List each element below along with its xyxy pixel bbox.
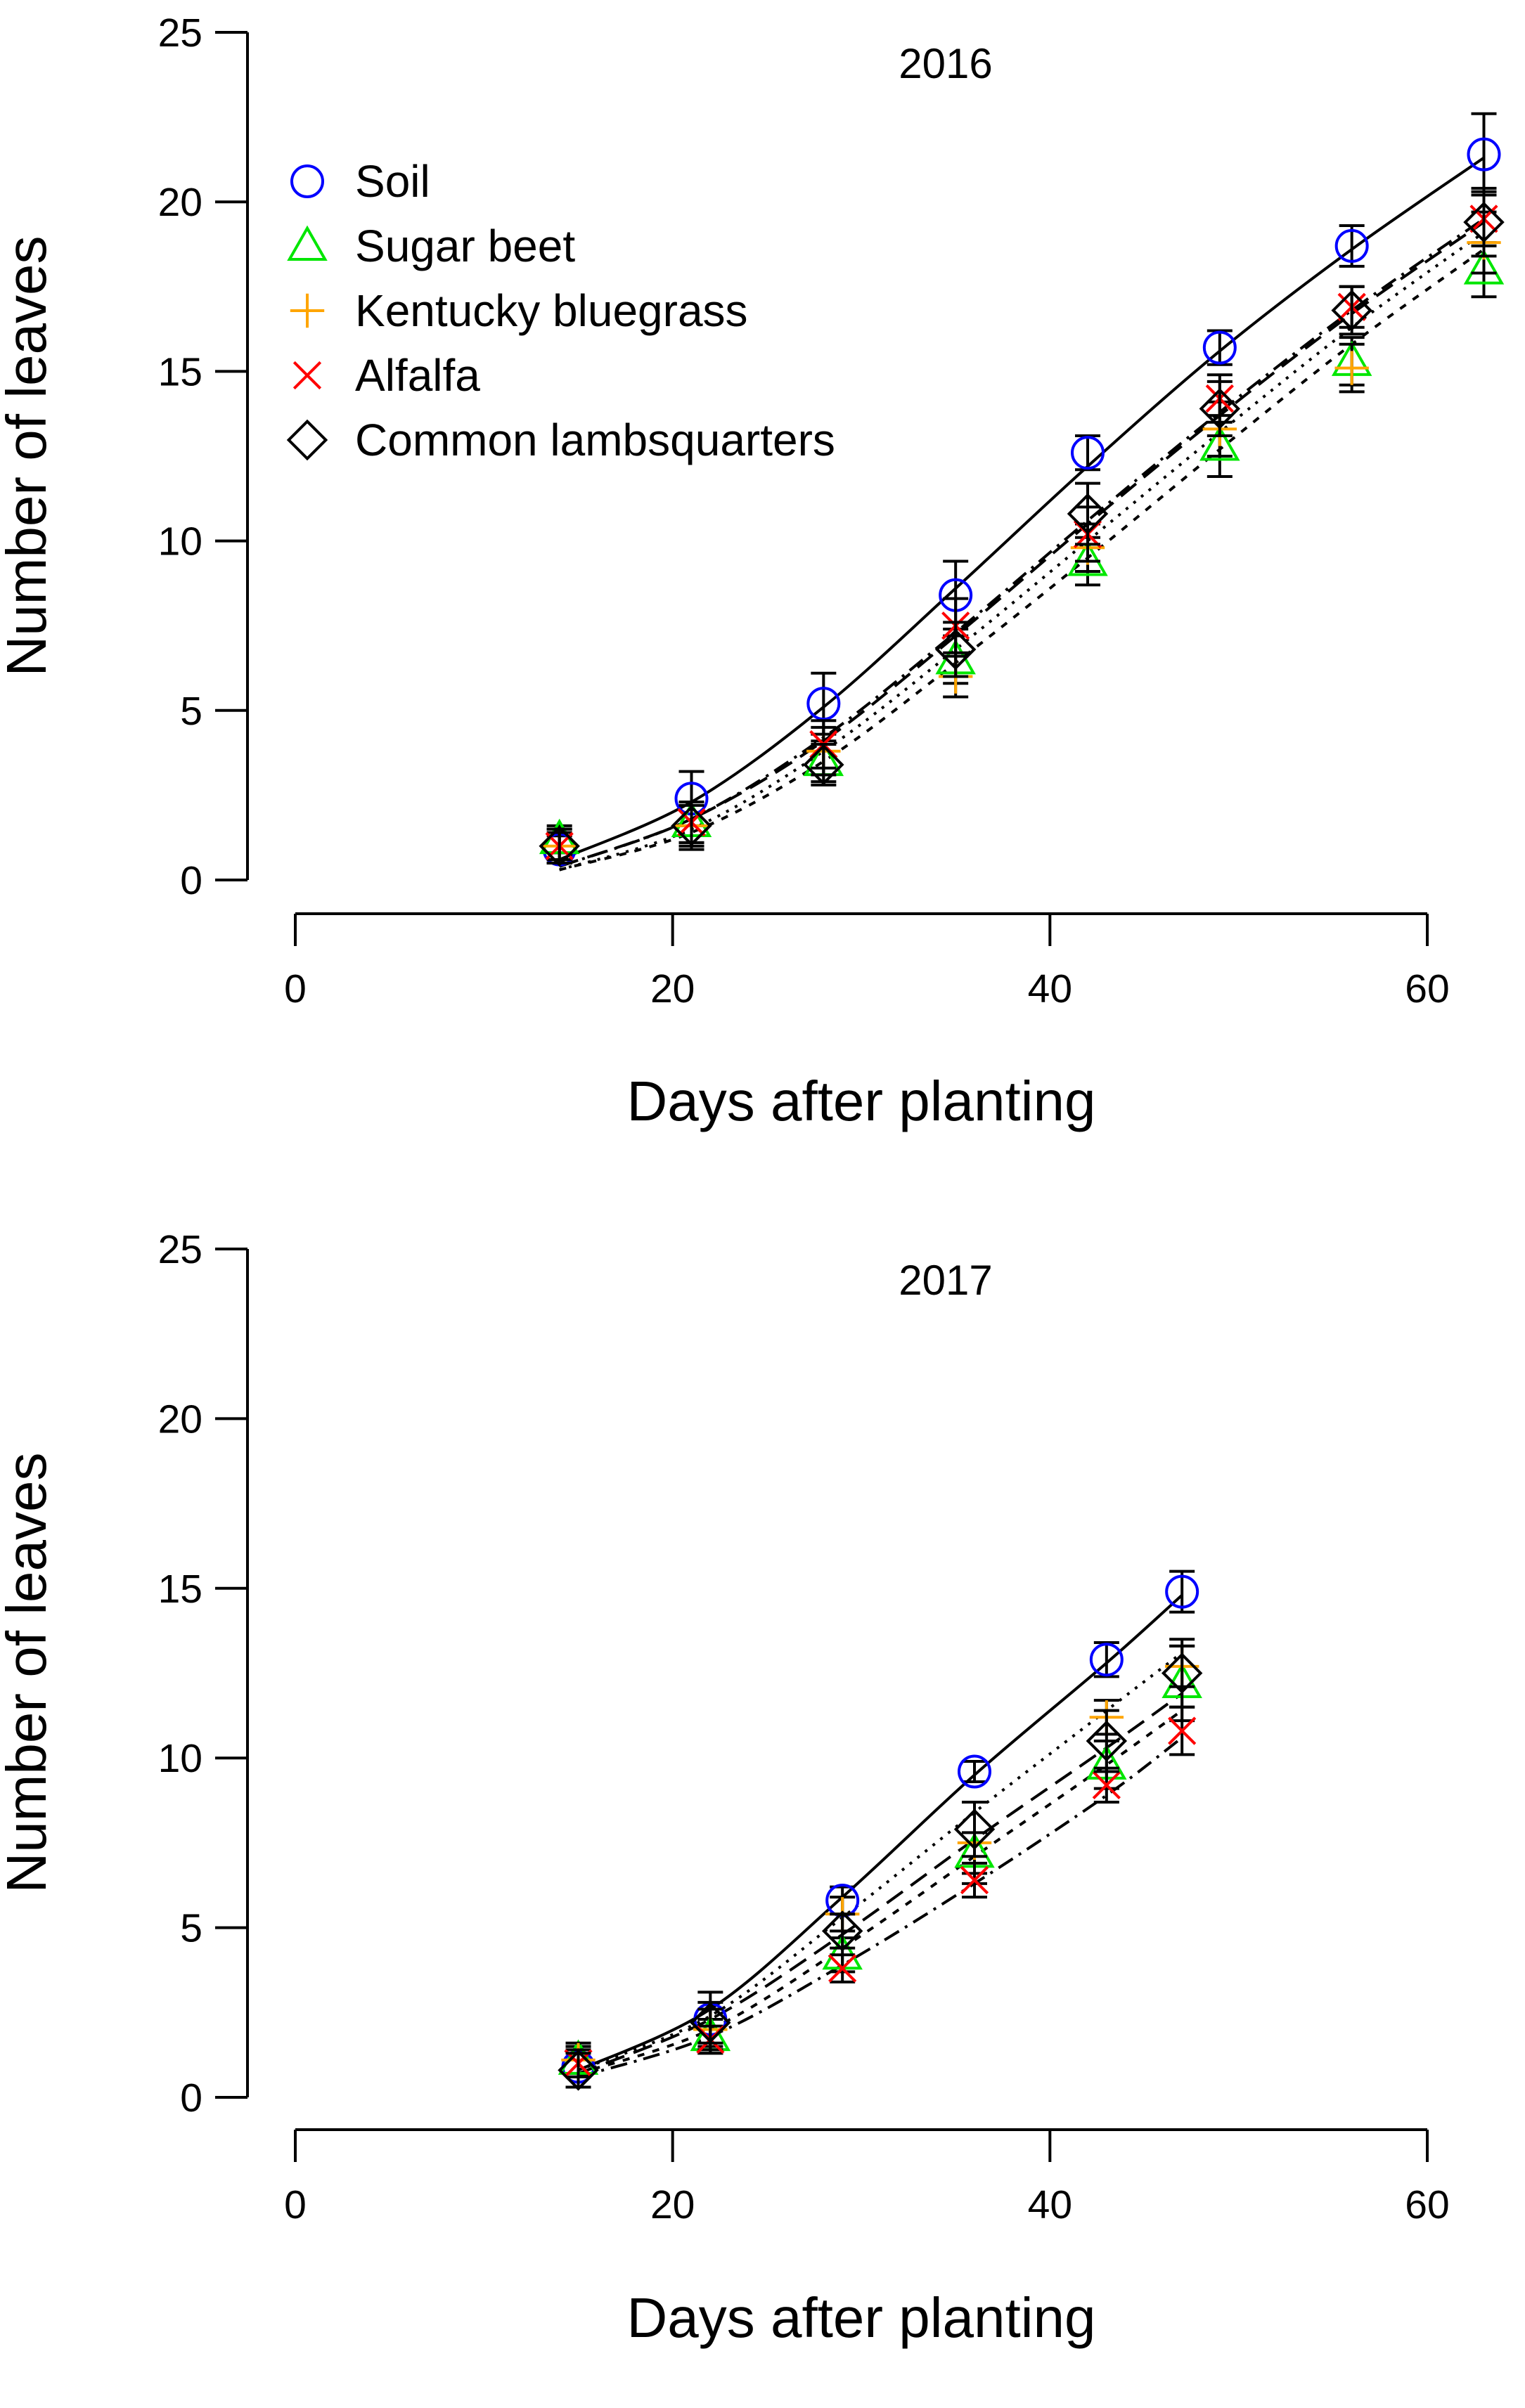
fit-line-common-lambsquarters: [558, 221, 1485, 868]
y-tick-label: 10: [158, 1736, 202, 1781]
data-point-alfalfa: [960, 1865, 989, 1895]
data-point-soil: [1467, 137, 1501, 171]
chart-panel-2016: 0 5 10 15 20 25 0 20 40 60 Days after planting Numb…: [0, 11, 1505, 1132]
error-bar-common-lambsquarters: [1169, 1638, 1195, 1709]
y-tick-label: 20: [158, 1397, 202, 1442]
chart-panel-2017: 0 5 10 15 20 25 0 20 40 60 Days after planting Numb…: [0, 1227, 1450, 2349]
error-bar-common-lambsquarters: [678, 801, 704, 851]
data-point-alfalfa: [828, 1954, 857, 1983]
error-bar-common-lambsquarters: [1339, 285, 1365, 336]
x-tick-label: 40: [1028, 2182, 1072, 2227]
y-tick-label: 10: [158, 519, 202, 564]
legend-label-sugar-beet: Sugar beet: [355, 221, 575, 271]
error-bar-soil: [1207, 329, 1233, 366]
data-point-common-lambsquarters: [1161, 1652, 1203, 1694]
data-point-common-lambsquarters: [1463, 201, 1505, 243]
data-point-common-lambsquarters: [539, 825, 580, 867]
legend-marker-kentucky-bluegrass: [290, 293, 325, 328]
legend-marker-alfalfa: [292, 361, 322, 390]
legend-label-kentucky-bluegrass: Kentucky bluegrass: [355, 285, 748, 336]
error-bar-soil: [1471, 112, 1497, 197]
data-point-common-lambsquarters: [803, 744, 844, 786]
data-point-soil: [1089, 1643, 1124, 1677]
data-point-common-lambsquarters: [1067, 493, 1109, 535]
legend-marker-sugar-beet: [287, 225, 328, 261]
data-point-common-lambsquarters: [953, 1808, 996, 1850]
fit-line-soil: [558, 156, 1485, 861]
data-point-kentucky-bluegrass: [1334, 351, 1369, 385]
x-axis-title: Days after planting: [626, 1070, 1095, 1132]
data-point-soil: [806, 687, 841, 721]
fit-line-sugar-beet: [559, 248, 1485, 872]
x-tick-label: 0: [284, 966, 307, 1011]
data-point-common-lambsquarters: [558, 2050, 599, 2091]
y-tick-label: 5: [180, 689, 202, 734]
y-tick-label: 15: [158, 349, 202, 394]
legend-label-common-lambsquarters: Common lambsquarters: [355, 415, 835, 465]
x-tick-label: 20: [650, 2182, 695, 2227]
data-point-sugar-beet: [1067, 540, 1108, 576]
x-tick-label: 60: [1405, 2182, 1449, 2227]
panel-title: 2017: [899, 1257, 992, 1304]
legend-marker-common-lambsquarters: [286, 419, 328, 461]
data-point-common-lambsquarters: [671, 805, 712, 847]
data-point-alfalfa: [1168, 1716, 1197, 1745]
fit-line-sugar-beet: [577, 1709, 1183, 2076]
error-bar-soil: [1093, 1641, 1119, 1678]
data-point-sugar-beet: [1199, 425, 1240, 461]
data-point-soil: [1202, 330, 1237, 365]
data-point-common-lambsquarters: [690, 2002, 731, 2044]
data-point-soil: [1334, 228, 1369, 263]
data-point-common-lambsquarters: [1331, 290, 1372, 331]
data-point-soil: [1071, 436, 1105, 470]
error-bar-soil: [1075, 434, 1100, 472]
x-axis-title: Days after planting: [626, 2286, 1095, 2349]
data-point-common-lambsquarters: [934, 628, 977, 671]
fit-line-alfalfa: [558, 217, 1485, 868]
y-tick-label: 25: [158, 1227, 202, 1272]
data-point-soil: [1165, 1574, 1199, 1609]
data-point-common-lambsquarters: [1086, 1720, 1128, 1762]
panel-title: 2016: [899, 40, 992, 87]
legend-label-alfalfa: Alfalfa: [355, 350, 480, 401]
data-point-alfalfa: [1092, 1771, 1121, 1799]
data-point-sugar-beet: [1463, 249, 1505, 285]
x-tick-label: 20: [650, 966, 695, 1011]
data-point-common-lambsquarters: [821, 1910, 863, 1952]
y-axis-title: Number of leaves: [0, 1453, 58, 1894]
y-tick-label: 15: [158, 1567, 202, 1612]
data-point-soil: [958, 1754, 991, 1789]
error-bar-soil: [962, 1760, 987, 1783]
fit-line-common-lambsquarters: [577, 1692, 1183, 2076]
x-tick-label: 40: [1028, 966, 1072, 1011]
y-tick-label: 25: [158, 11, 202, 56]
y-tick-label: 20: [158, 180, 202, 225]
x-tick-label: 60: [1405, 966, 1449, 1011]
error-bar-common-lambsquarters: [1471, 186, 1497, 258]
y-axis-title: Number of leaves: [0, 236, 58, 677]
error-bar-soil: [1169, 1569, 1195, 1614]
y-tick-label: 0: [180, 858, 202, 903]
data-point-common-lambsquarters: [1199, 388, 1241, 429]
fit-line-kentucky-bluegrass: [577, 1651, 1183, 2072]
x-tick-label: 0: [284, 2182, 307, 2227]
legend: Soil Sugar beet Kentucky bluegrass Alfalfa C…: [286, 156, 835, 465]
legend-label-soil: Soil: [355, 156, 430, 207]
error-bar-soil: [1339, 224, 1365, 268]
y-tick-label: 5: [180, 1906, 202, 1951]
y-tick-label: 0: [180, 2076, 202, 2121]
legend-marker-soil: [290, 164, 324, 198]
fit-line-alfalfa: [577, 1736, 1183, 2078]
